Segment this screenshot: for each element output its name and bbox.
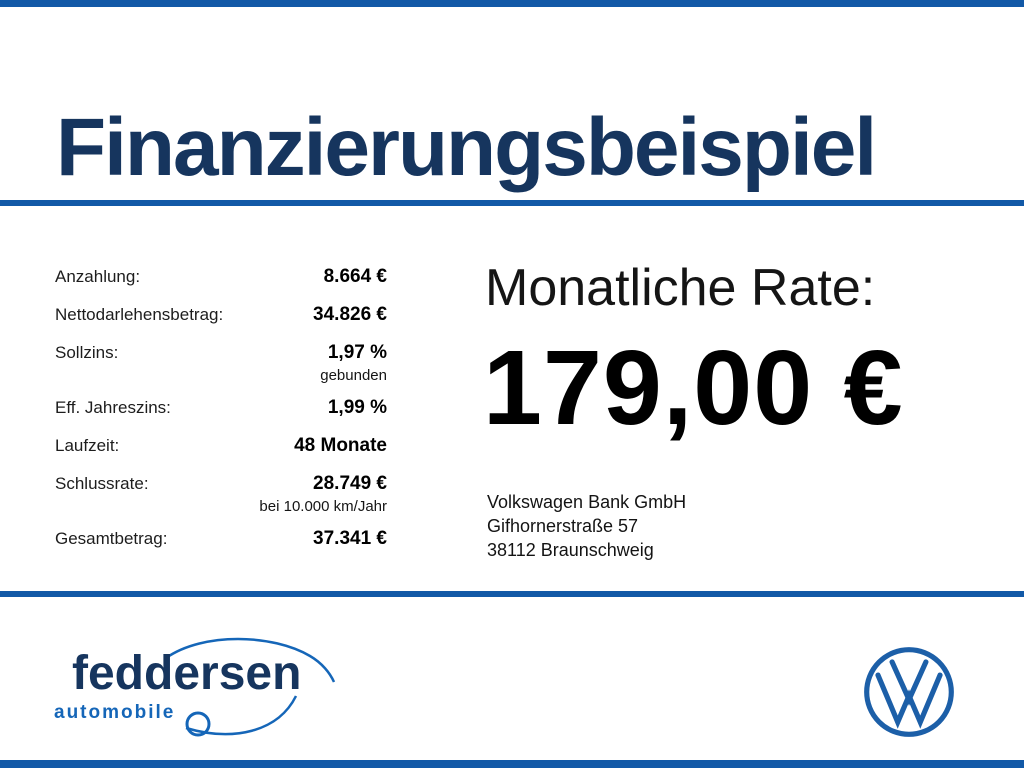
table-row: Eff. Jahreszins: 1,99 % (55, 397, 387, 419)
header-divider (0, 200, 1024, 206)
row-note: gebunden (320, 367, 387, 384)
table-row: Nettodarlehensbetrag: 34.826 € (55, 304, 387, 326)
row-value: 37.341 € (313, 528, 387, 549)
top-accent-bar (0, 0, 1024, 7)
row-label: Nettodarlehensbetrag: (55, 305, 224, 324)
row-label: Sollzins: (55, 343, 119, 362)
row-label: Gesamtbetrag: (55, 529, 168, 548)
row-value: 28.749 € (313, 473, 387, 494)
table-row: Anzahlung: 8.664 € (55, 266, 387, 288)
footer-divider (0, 591, 1024, 597)
vw-logo-icon (864, 647, 954, 737)
bank-street: Gifhornerstraße 57 (487, 516, 639, 536)
row-note: bei 10.000 km/Jahr (259, 498, 387, 515)
row-value: 34.826 € (313, 304, 387, 325)
row-label: Anzahlung: (55, 267, 141, 286)
table-row: Laufzeit: 48 Monate (55, 435, 387, 457)
finance-table: Anzahlung: 8.664 € Nettodarlehensbetrag:… (55, 266, 387, 566)
page-title: Finanzierungsbeispiel (56, 101, 877, 193)
row-value: 1,97 % (327, 342, 387, 363)
row-label: Schlussrate: (55, 474, 149, 493)
car-outline-icon (165, 637, 336, 737)
dealer-subtitle: automobile (54, 702, 176, 723)
bank-city: 38112 Braunschweig (487, 540, 654, 560)
row-label: Laufzeit: (55, 436, 120, 455)
dealer-logo: feddersen automobile (48, 636, 368, 748)
table-row: Gesamtbetrag: 37.341 € (55, 528, 387, 550)
bank-name: Volkswagen Bank GmbH (487, 492, 687, 512)
bottom-accent-bar (0, 760, 1024, 768)
row-label: Eff. Jahreszins: (55, 398, 171, 417)
row-value: 1,99 % (327, 397, 387, 418)
row-value: 48 Monate (294, 435, 387, 456)
table-row: Sollzins: 1,97 % (55, 342, 387, 364)
dealer-name: feddersen (72, 647, 302, 700)
table-row: Schlussrate: 28.749 € (55, 473, 387, 495)
monthly-rate-heading: Monatliche Rate: (485, 259, 876, 317)
monthly-rate-amount: 179,00 € (483, 329, 904, 447)
row-value: 8.664 € (323, 266, 387, 287)
bank-address: Volkswagen Bank GmbH Gifhornerstraße 57 … (487, 490, 686, 562)
